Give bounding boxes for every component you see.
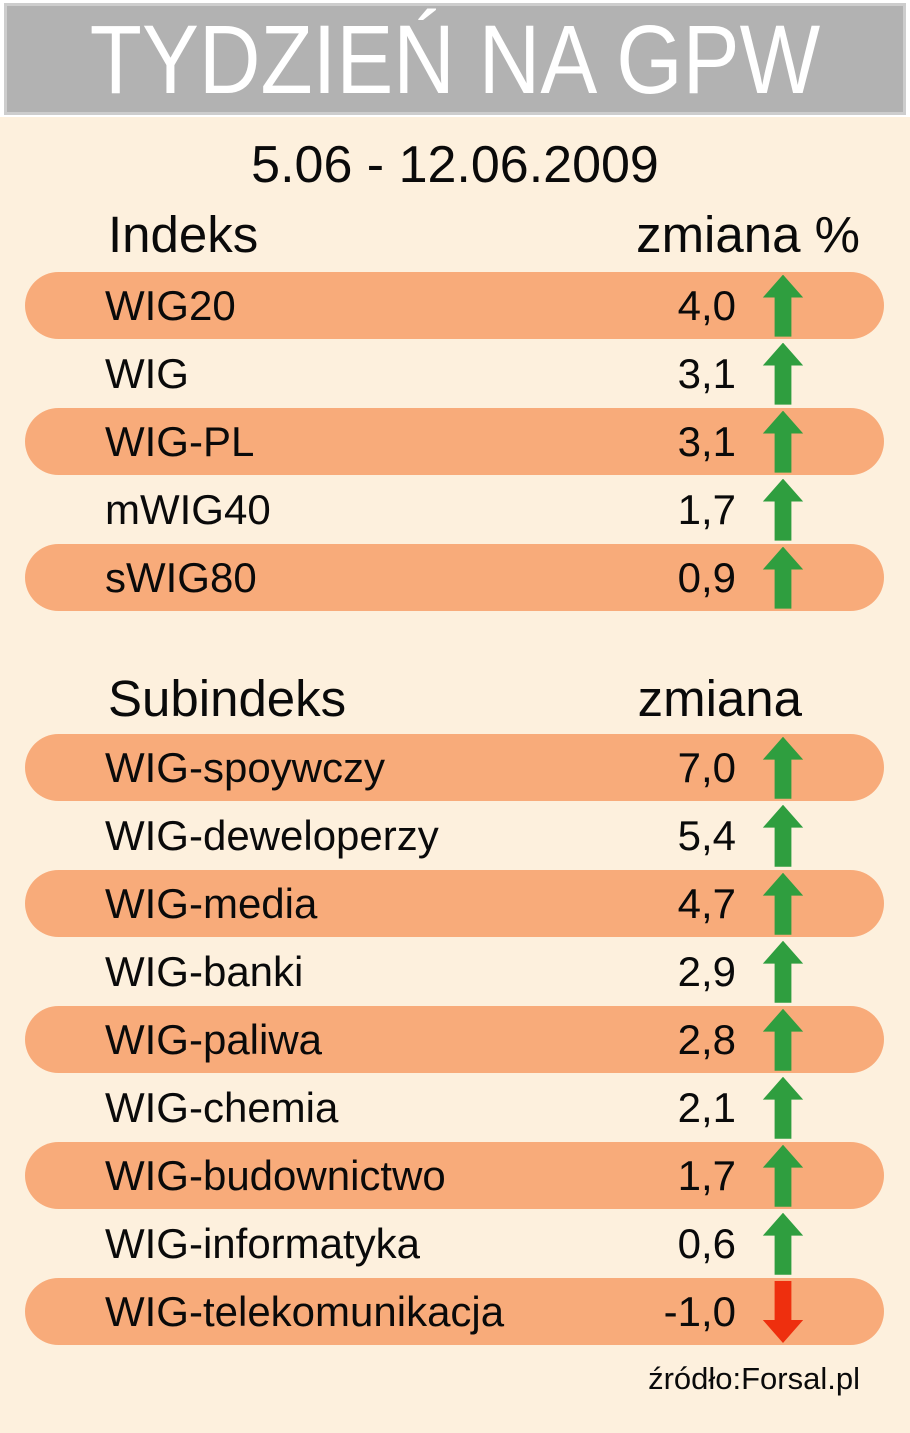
up-arrow-icon — [762, 1144, 804, 1207]
table-row: WIG20 4,0 — [25, 272, 884, 340]
table-row: WIG-banki 2,9 — [25, 938, 884, 1005]
table-row: WIG-telekomunikacja -1,0 — [25, 1278, 884, 1346]
change-value: 0,9 — [677, 553, 736, 601]
table-row: mWIG40 1,7 — [25, 476, 884, 543]
index-label: mWIG40 — [105, 485, 271, 533]
subindex-label: WIG-banki — [105, 947, 304, 995]
subindex-label: WIG-informatyka — [105, 1219, 421, 1267]
change-value: 3,1 — [677, 417, 736, 465]
index-label: WIG-PL — [105, 417, 255, 465]
table-row: WIG-budownictwo 1,7 — [25, 1142, 884, 1210]
up-arrow-icon — [762, 546, 804, 609]
index-label: WIG20 — [105, 281, 236, 329]
index-table: WIG20 4,0 WIG 3,1 WIG-PL 3,1 mWIG40 1,7 … — [0, 272, 910, 612]
up-arrow-icon — [762, 274, 804, 337]
subindex-label: WIG-telekomunikacja — [105, 1287, 505, 1335]
change-value: 1,7 — [677, 485, 736, 533]
index-name-header: Indeks — [108, 206, 259, 263]
table-row: WIG-chemia 2,1 — [25, 1074, 884, 1141]
page-title: TYDZIEŃ NA GPW — [89, 4, 821, 114]
change-value: 2,1 — [677, 1083, 736, 1131]
change-value: 4,7 — [677, 879, 736, 927]
up-arrow-icon — [762, 804, 804, 867]
up-arrow-icon — [762, 342, 804, 405]
change-value: 0,6 — [677, 1219, 736, 1267]
subindex-table-header: Subindeks zmiana — [0, 670, 910, 728]
up-arrow-icon — [762, 872, 804, 935]
table-row: WIG-deweloperzy 5,4 — [25, 802, 884, 869]
change-value: 4,0 — [677, 281, 736, 329]
subindex-label: WIG-chemia — [105, 1083, 339, 1131]
table-row: WIG-informatyka 0,6 — [25, 1210, 884, 1277]
table-row: WIG 3,1 — [25, 340, 884, 407]
table-row: sWIG80 0,9 — [25, 544, 884, 612]
up-arrow-icon — [762, 736, 804, 799]
table-row: WIG-spoywczy 7,0 — [25, 734, 884, 802]
up-arrow-icon — [762, 1076, 804, 1139]
up-arrow-icon — [762, 1212, 804, 1275]
date-range: 5.06 - 12.06.2009 — [251, 136, 659, 194]
title-banner-wrapper: TYDZIEŃ NA GPW — [0, 0, 910, 117]
change-value: 3,1 — [677, 349, 736, 397]
subindex-change-header: zmiana — [637, 670, 802, 728]
down-arrow-icon — [762, 1281, 804, 1343]
change-value: 2,9 — [677, 947, 736, 995]
change-value: 5,4 — [677, 811, 736, 859]
table-row: WIG-PL 3,1 — [25, 408, 884, 476]
table-row: WIG-paliwa 2,8 — [25, 1006, 884, 1074]
subindex-label: WIG-paliwa — [105, 1015, 323, 1063]
source-credit: źródło:Forsal.pl — [648, 1361, 860, 1397]
subindex-label: WIG-media — [105, 879, 318, 927]
subindex-table: WIG-spoywczy 7,0 WIG-deweloperzy 5,4 WIG… — [0, 734, 910, 1346]
change-value: -1,0 — [663, 1287, 736, 1335]
index-table-header: Indeks zmiana % — [0, 206, 910, 263]
change-value: 7,0 — [677, 743, 736, 791]
index-label: sWIG80 — [105, 553, 257, 601]
table-row: WIG-media 4,7 — [25, 870, 884, 938]
change-value: 2,8 — [677, 1015, 736, 1063]
subindex-label: WIG-budownictwo — [105, 1151, 446, 1199]
subindex-label: WIG-deweloperzy — [105, 811, 439, 859]
title-banner: TYDZIEŃ NA GPW — [4, 3, 906, 115]
subindex-name-header: Subindeks — [108, 670, 347, 728]
subindex-label: WIG-spoywczy — [105, 743, 386, 791]
change-value: 1,7 — [677, 1151, 736, 1199]
up-arrow-icon — [762, 940, 804, 1003]
up-arrow-icon — [762, 1008, 804, 1071]
index-change-header: zmiana % — [636, 206, 860, 263]
up-arrow-icon — [762, 410, 804, 473]
up-arrow-icon — [762, 478, 804, 541]
index-label: WIG — [105, 349, 189, 397]
